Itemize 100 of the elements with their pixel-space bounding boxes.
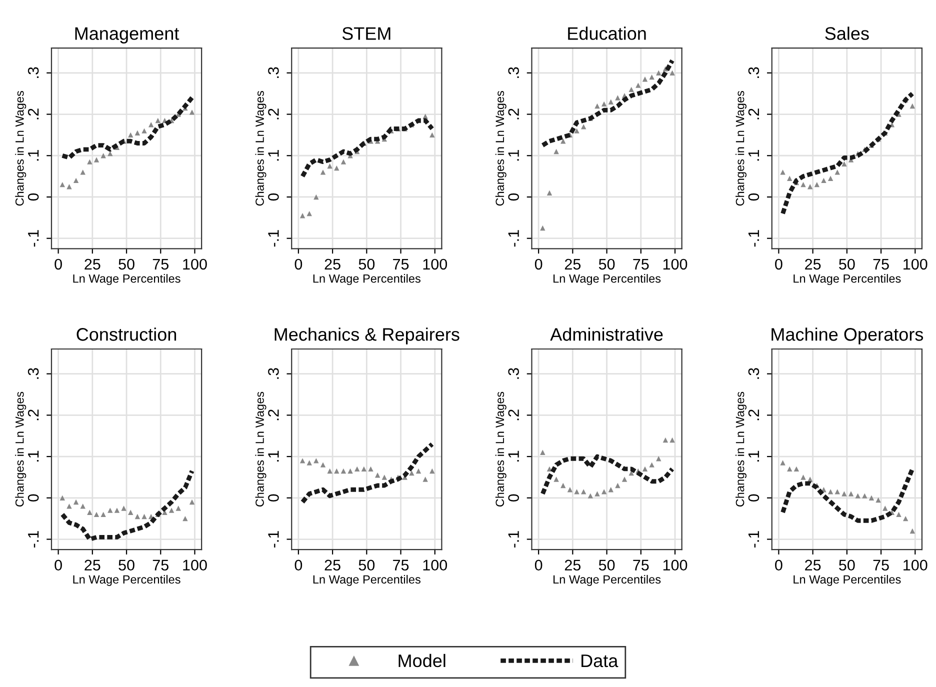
point xyxy=(546,190,552,196)
line-series xyxy=(300,118,434,179)
chart-title: Administrative xyxy=(550,328,663,341)
x-tick-label: 75 xyxy=(393,258,409,270)
point xyxy=(80,504,86,509)
point xyxy=(842,161,847,166)
point xyxy=(834,170,840,175)
point xyxy=(780,460,786,466)
line-series xyxy=(780,91,915,216)
y-tick-label: 0 xyxy=(748,193,760,201)
x-tick-label: 25 xyxy=(564,560,581,571)
y-axis-title: Changes in Ln Wages xyxy=(736,90,747,206)
point xyxy=(327,163,332,169)
point xyxy=(615,95,620,100)
point xyxy=(314,194,319,200)
x-tick-label: 50 xyxy=(598,560,615,571)
y-tick-label: -.1 xyxy=(748,230,759,247)
point xyxy=(142,128,147,134)
y-tick-label: 0 xyxy=(268,494,279,502)
point xyxy=(340,159,346,164)
x-tick-label: 75 xyxy=(873,560,889,571)
y-axis-title: Changes in Ln Wages xyxy=(15,90,26,206)
point xyxy=(554,148,559,154)
point xyxy=(361,466,367,472)
line-series xyxy=(540,58,674,148)
point xyxy=(409,470,414,476)
y-tick-label: -.1 xyxy=(508,230,519,247)
point xyxy=(128,510,134,515)
point xyxy=(142,514,147,520)
point xyxy=(601,101,607,107)
point xyxy=(649,74,654,80)
y-axis-title: Changes in Ln Wages xyxy=(15,392,26,507)
point xyxy=(910,528,916,534)
y-tick-label: .3 xyxy=(748,67,760,78)
point xyxy=(814,182,820,188)
y-tick-label: .3 xyxy=(508,368,520,379)
point xyxy=(540,450,546,455)
point xyxy=(780,170,786,175)
point xyxy=(560,138,566,144)
point xyxy=(320,462,326,468)
chart-title: Education xyxy=(568,26,646,40)
point xyxy=(348,468,353,474)
point xyxy=(594,491,600,496)
x-axis-title: Ln Wage Percentiles xyxy=(73,574,180,586)
y-tick-label: -.1 xyxy=(748,531,759,548)
point xyxy=(374,472,380,478)
y-axis-title: Changes in Ln Wages xyxy=(255,392,266,507)
point xyxy=(662,437,668,443)
y-tick-label: .2 xyxy=(268,410,279,420)
x-tick-label: 25 xyxy=(324,560,340,571)
point xyxy=(842,491,847,496)
point xyxy=(540,225,546,231)
point xyxy=(320,170,326,175)
x-tick-label: 0 xyxy=(534,258,542,270)
point xyxy=(580,124,586,130)
point xyxy=(642,76,648,82)
point xyxy=(168,508,174,513)
x-tick-label: 100 xyxy=(663,560,688,571)
y-tick-label: -.1 xyxy=(268,531,279,548)
x-tick-label: 0 xyxy=(775,258,782,270)
y-tick-label: .3 xyxy=(268,368,279,379)
y-tick-label: 0 xyxy=(508,193,520,201)
point xyxy=(148,122,154,128)
y-axis-title: Changes in Ln Wages xyxy=(495,392,506,507)
x-tick-label: 25 xyxy=(84,560,100,571)
point xyxy=(155,118,160,124)
x-axis-title: Ln Wage Percentiles xyxy=(313,574,420,586)
point xyxy=(368,466,374,472)
point xyxy=(800,182,806,188)
x-tick-label: 0 xyxy=(775,560,782,571)
x-tick-label: 75 xyxy=(633,560,649,571)
y-tick-label: .1 xyxy=(268,150,279,161)
point xyxy=(642,466,648,472)
x-tick-label: 50 xyxy=(358,258,375,270)
x-tick-label: 100 xyxy=(423,258,448,270)
y-tick-label: .1 xyxy=(28,450,39,462)
x-axis-title: Ln Wage Percentiles xyxy=(794,574,901,586)
chart-title: Construction xyxy=(76,328,176,341)
x-tick-label: 0 xyxy=(54,258,62,270)
y-tick-label: 0 xyxy=(748,494,760,502)
y-tick-label: .1 xyxy=(28,150,39,161)
point xyxy=(422,114,428,119)
x-tick-label: 50 xyxy=(598,258,615,270)
x-tick-label: 100 xyxy=(904,258,928,270)
point xyxy=(876,497,881,503)
point xyxy=(862,493,868,498)
point xyxy=(327,468,332,474)
x-tick-label: 50 xyxy=(118,560,134,571)
y-tick-label: 0 xyxy=(28,193,39,201)
point xyxy=(382,474,387,480)
x-tick-label: 0 xyxy=(294,258,302,270)
x-tick-label: 0 xyxy=(294,560,302,571)
point xyxy=(882,506,888,511)
y-tick-label: -.1 xyxy=(28,230,39,247)
point xyxy=(87,159,92,164)
point xyxy=(66,504,72,509)
y-tick-label: .3 xyxy=(28,368,39,379)
x-tick-label: 25 xyxy=(805,258,821,270)
point xyxy=(108,508,113,513)
x-tick-label: 75 xyxy=(873,258,889,270)
